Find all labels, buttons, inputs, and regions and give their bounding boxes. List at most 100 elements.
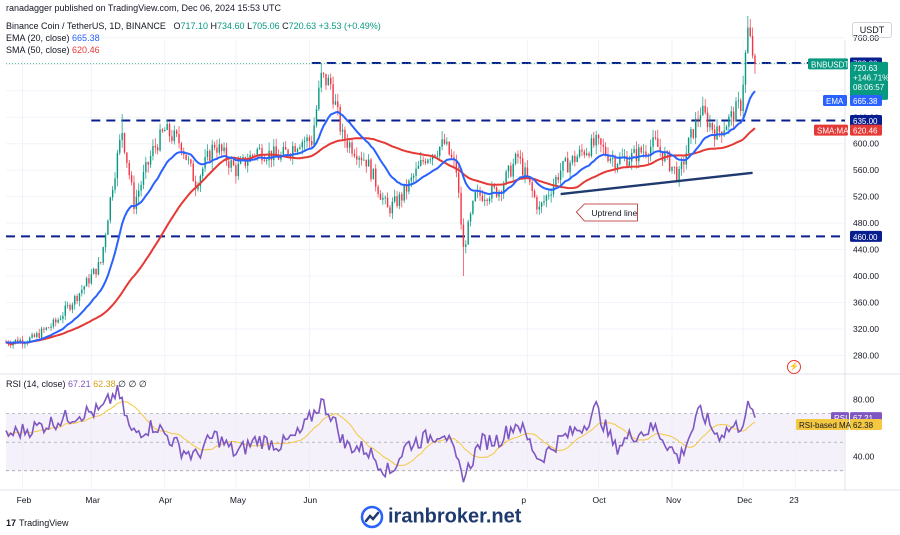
candle-body: [197, 186, 199, 190]
candle-body: [266, 160, 268, 161]
candle-body: [325, 73, 327, 86]
candle-body: [192, 163, 194, 182]
low-value: 705.06: [252, 21, 280, 31]
candle-body: [145, 162, 147, 173]
candle-body: [531, 182, 533, 191]
candle-body: [365, 159, 367, 167]
candle-body: [318, 87, 320, 110]
candle-body: [211, 144, 213, 161]
rsi-legend[interactable]: RSI (14, close) 67.21 62.38 ∅ ∅ ∅: [6, 379, 147, 390]
candle-body: [341, 129, 344, 132]
candle-body: [375, 168, 377, 187]
candle-body: [517, 153, 519, 157]
symbol-tag: BNBUSDT: [808, 58, 849, 70]
candle-body: [69, 304, 71, 310]
price-tag-text: 720.63: [853, 64, 878, 73]
price-tag: 720.63+146.71%08:06:57: [850, 61, 889, 100]
candle-body: [28, 337, 31, 343]
candle-body: [367, 159, 370, 167]
candle-body: [235, 165, 237, 177]
tradingview-footer[interactable]: 17 TradingView: [6, 518, 69, 528]
watermark-text: iranbroker.net: [388, 505, 522, 528]
uptrend-annotation: Uptrend line: [591, 208, 637, 218]
high-label: H: [210, 21, 218, 31]
ema-value-tag-bg: [850, 94, 882, 106]
candle-body: [109, 197, 111, 221]
candle-body: [457, 172, 460, 193]
candle-body: [659, 146, 661, 152]
sma-legend[interactable]: SMA (50, close) 620.46: [6, 45, 100, 55]
candle-body: [424, 161, 427, 164]
candle-body: [512, 163, 514, 177]
bolt-icon[interactable]: ⚡: [787, 360, 801, 374]
sma-legend-value: 620.46: [72, 45, 100, 55]
symbol-legend[interactable]: Binance Coin / TetherUS, 1D, BINANCE O71…: [6, 21, 381, 31]
candle-body: [391, 201, 394, 214]
candle-body: [55, 319, 57, 323]
candle-body: [661, 151, 664, 162]
candle-body: [609, 158, 612, 161]
candle-body: [282, 147, 285, 155]
candle-body: [360, 157, 363, 161]
candle-body: [95, 268, 97, 275]
candle-body: [642, 151, 645, 153]
rsi-ma-name-tag-text: RSI-based MA: [799, 421, 852, 430]
candle-body: [680, 161, 683, 169]
rsi-ma-value-tag-bg: [850, 419, 882, 431]
candle-body: [97, 262, 100, 275]
rsi-legend-label: RSI (14, close): [6, 379, 66, 389]
candle-body: [152, 145, 154, 157]
candle-body: [133, 182, 135, 210]
candle-body: [220, 144, 223, 152]
price-tick-label: 520.00: [853, 192, 879, 202]
candle-body: [597, 134, 600, 139]
close-value: 720.63: [288, 21, 317, 31]
candle-body: [348, 142, 351, 148]
level-460-tag: 460.00: [850, 230, 882, 242]
candle-body: [17, 339, 19, 344]
candle-body: [308, 137, 311, 142]
candle-body: [668, 152, 671, 171]
level-635-tag: 635.00: [850, 115, 882, 127]
candle-body: [100, 262, 102, 263]
candle-body: [187, 159, 190, 161]
sma-50-line: [5, 127, 756, 346]
candle-body: [111, 189, 114, 198]
candle-body: [386, 197, 389, 208]
candle-body: [412, 175, 415, 178]
candle-body: [628, 161, 631, 167]
candle-body: [699, 115, 702, 121]
candle-body: [749, 27, 751, 36]
time-tick-label: 23: [789, 495, 799, 505]
currency-button[interactable]: USDT: [852, 22, 892, 38]
candle-body: [635, 149, 638, 162]
candle-body: [510, 165, 512, 177]
level-635-tag-bg: [850, 115, 882, 127]
candle-body: [564, 158, 567, 161]
candle-body: [481, 195, 484, 201]
open-label: O: [173, 21, 181, 31]
candle-body: [40, 328, 43, 338]
candle-body: [119, 139, 121, 153]
candle-body: [303, 141, 306, 142]
ema-legend[interactable]: EMA (20, close) 665.38: [6, 33, 100, 43]
symbol-tag-text: BNBUSDT: [811, 60, 849, 69]
candle-body: [287, 149, 289, 156]
candle-body: [329, 77, 332, 85]
candle-body: [740, 100, 742, 112]
candle-body: [754, 55, 756, 64]
candle-body: [228, 161, 230, 168]
level-460-tag-bg: [850, 230, 882, 242]
candle-body: [683, 161, 685, 165]
candle-body: [585, 153, 588, 155]
candle-body: [185, 154, 187, 160]
candle-body: [455, 160, 458, 173]
candle-body: [247, 161, 249, 166]
candle-body: [142, 172, 145, 185]
candle-body: [676, 166, 678, 181]
candle-body: [420, 160, 422, 166]
candle-body: [216, 147, 218, 153]
candle-body: [567, 158, 569, 173]
candle-body: [595, 134, 597, 146]
